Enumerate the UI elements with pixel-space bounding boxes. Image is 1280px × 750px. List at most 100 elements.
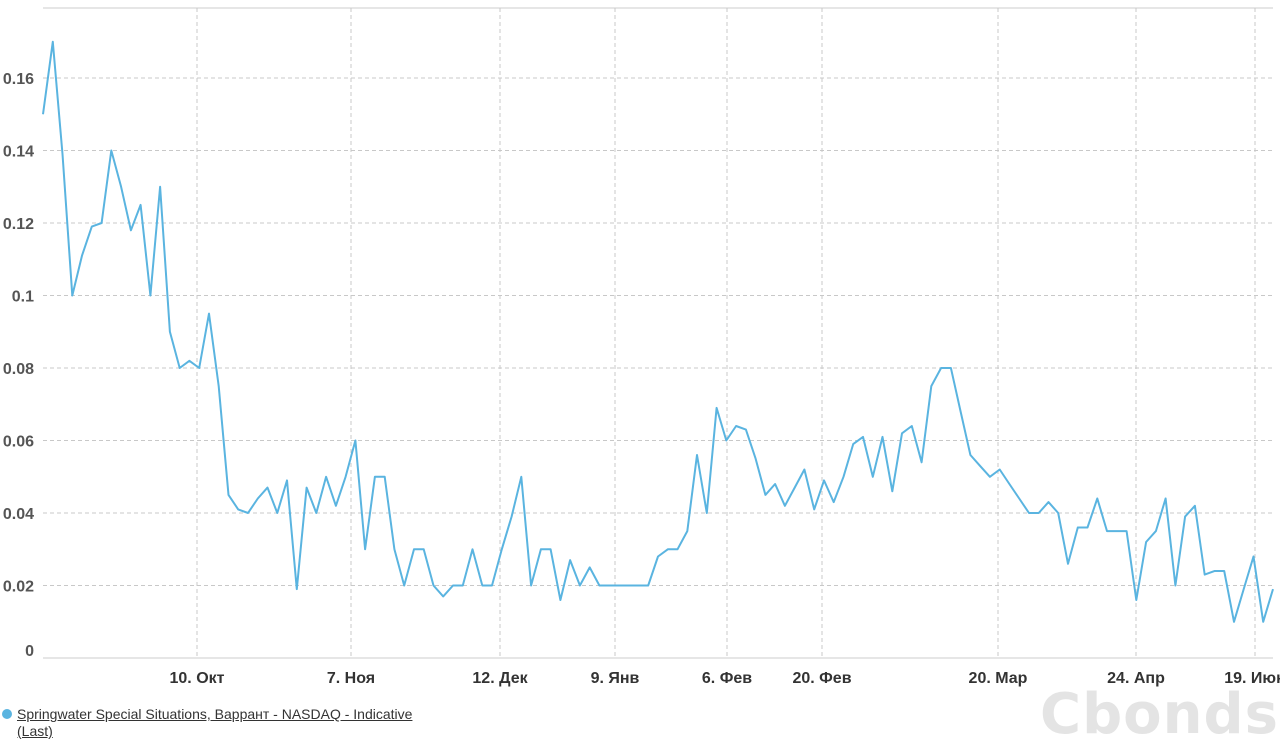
data-point[interactable]: [186, 358, 192, 364]
data-point[interactable]: [128, 227, 134, 233]
data-point[interactable]: [714, 405, 720, 411]
data-point[interactable]: [284, 477, 290, 483]
data-point[interactable]: [762, 492, 768, 498]
data-point[interactable]: [167, 329, 173, 335]
data-point[interactable]: [909, 423, 915, 429]
data-point[interactable]: [636, 583, 642, 589]
data-point[interactable]: [177, 365, 183, 371]
data-point[interactable]: [138, 202, 144, 208]
data-point[interactable]: [655, 554, 661, 560]
data-point[interactable]: [440, 593, 446, 599]
data-point[interactable]: [509, 514, 515, 520]
data-point[interactable]: [704, 510, 710, 516]
data-point[interactable]: [489, 583, 495, 589]
data-point[interactable]: [1124, 528, 1130, 534]
data-point[interactable]: [645, 583, 651, 589]
data-point[interactable]: [411, 546, 417, 552]
data-point[interactable]: [69, 293, 75, 299]
data-point[interactable]: [694, 452, 700, 458]
data-point[interactable]: [792, 485, 798, 491]
data-point[interactable]: [1006, 481, 1012, 487]
data-point[interactable]: [928, 383, 934, 389]
data-point[interactable]: [753, 456, 759, 462]
data-point[interactable]: [665, 546, 671, 552]
data-point[interactable]: [899, 430, 905, 436]
data-point[interactable]: [889, 488, 895, 494]
data-point[interactable]: [772, 481, 778, 487]
data-point[interactable]: [987, 474, 993, 480]
data-point[interactable]: [1133, 597, 1139, 603]
data-point[interactable]: [967, 452, 973, 458]
data-point[interactable]: [1075, 525, 1081, 531]
data-point[interactable]: [567, 557, 573, 563]
data-point[interactable]: [1143, 539, 1149, 545]
data-point[interactable]: [919, 459, 925, 465]
data-point[interactable]: [294, 586, 300, 592]
data-point[interactable]: [1241, 586, 1247, 592]
data-point[interactable]: [870, 474, 876, 480]
data-point[interactable]: [1046, 499, 1052, 505]
data-point[interactable]: [352, 438, 358, 444]
data-point[interactable]: [733, 423, 739, 429]
data-point[interactable]: [821, 477, 827, 483]
data-point[interactable]: [401, 583, 407, 589]
data-point[interactable]: [782, 503, 788, 509]
data-point[interactable]: [1094, 496, 1100, 502]
data-point[interactable]: [274, 510, 280, 516]
data-point[interactable]: [1163, 496, 1169, 502]
data-point[interactable]: [1016, 496, 1022, 502]
data-point[interactable]: [89, 224, 95, 230]
data-point[interactable]: [382, 474, 388, 480]
data-point[interactable]: [499, 546, 505, 552]
data-point[interactable]: [811, 506, 817, 512]
data-point[interactable]: [108, 148, 114, 154]
data-point[interactable]: [226, 492, 232, 498]
data-point[interactable]: [938, 365, 944, 371]
data-point[interactable]: [1153, 528, 1159, 534]
data-point[interactable]: [1104, 528, 1110, 534]
data-point[interactable]: [391, 546, 397, 552]
data-point[interactable]: [977, 463, 983, 469]
data-point[interactable]: [577, 583, 583, 589]
data-point[interactable]: [1260, 619, 1266, 625]
data-point[interactable]: [801, 467, 807, 473]
data-point[interactable]: [557, 597, 563, 603]
data-point[interactable]: [1270, 586, 1276, 592]
data-point[interactable]: [743, 427, 749, 433]
data-point[interactable]: [255, 496, 261, 502]
data-point[interactable]: [616, 583, 622, 589]
data-point[interactable]: [431, 583, 437, 589]
legend[interactable]: Springwater Special Situations, Варрант …: [2, 706, 442, 740]
data-point[interactable]: [548, 546, 554, 552]
data-point[interactable]: [880, 434, 886, 440]
data-point[interactable]: [40, 111, 46, 117]
data-point[interactable]: [147, 293, 153, 299]
data-point[interactable]: [118, 184, 124, 190]
data-point[interactable]: [518, 474, 524, 480]
data-point[interactable]: [157, 184, 163, 190]
data-point[interactable]: [831, 499, 837, 505]
data-point[interactable]: [675, 546, 681, 552]
series-line[interactable]: [42, 40, 1274, 623]
data-point[interactable]: [538, 546, 544, 552]
data-point[interactable]: [79, 253, 85, 259]
data-point[interactable]: [1172, 583, 1178, 589]
data-point[interactable]: [1026, 510, 1032, 516]
data-point[interactable]: [1192, 503, 1198, 509]
data-point[interactable]: [245, 510, 251, 516]
data-point[interactable]: [948, 365, 954, 371]
data-point[interactable]: [362, 546, 368, 552]
data-point[interactable]: [216, 383, 222, 389]
legend-series-label[interactable]: Springwater Special Situations, Варрант …: [17, 706, 413, 739]
data-point[interactable]: [841, 474, 847, 480]
data-point[interactable]: [235, 506, 241, 512]
data-point[interactable]: [323, 474, 329, 480]
data-point[interactable]: [333, 503, 339, 509]
data-point[interactable]: [684, 528, 690, 534]
data-point[interactable]: [304, 485, 310, 491]
data-point[interactable]: [997, 467, 1003, 473]
data-point[interactable]: [1182, 514, 1188, 520]
data-point[interactable]: [528, 583, 534, 589]
data-point[interactable]: [265, 485, 271, 491]
data-point[interactable]: [1202, 572, 1208, 578]
